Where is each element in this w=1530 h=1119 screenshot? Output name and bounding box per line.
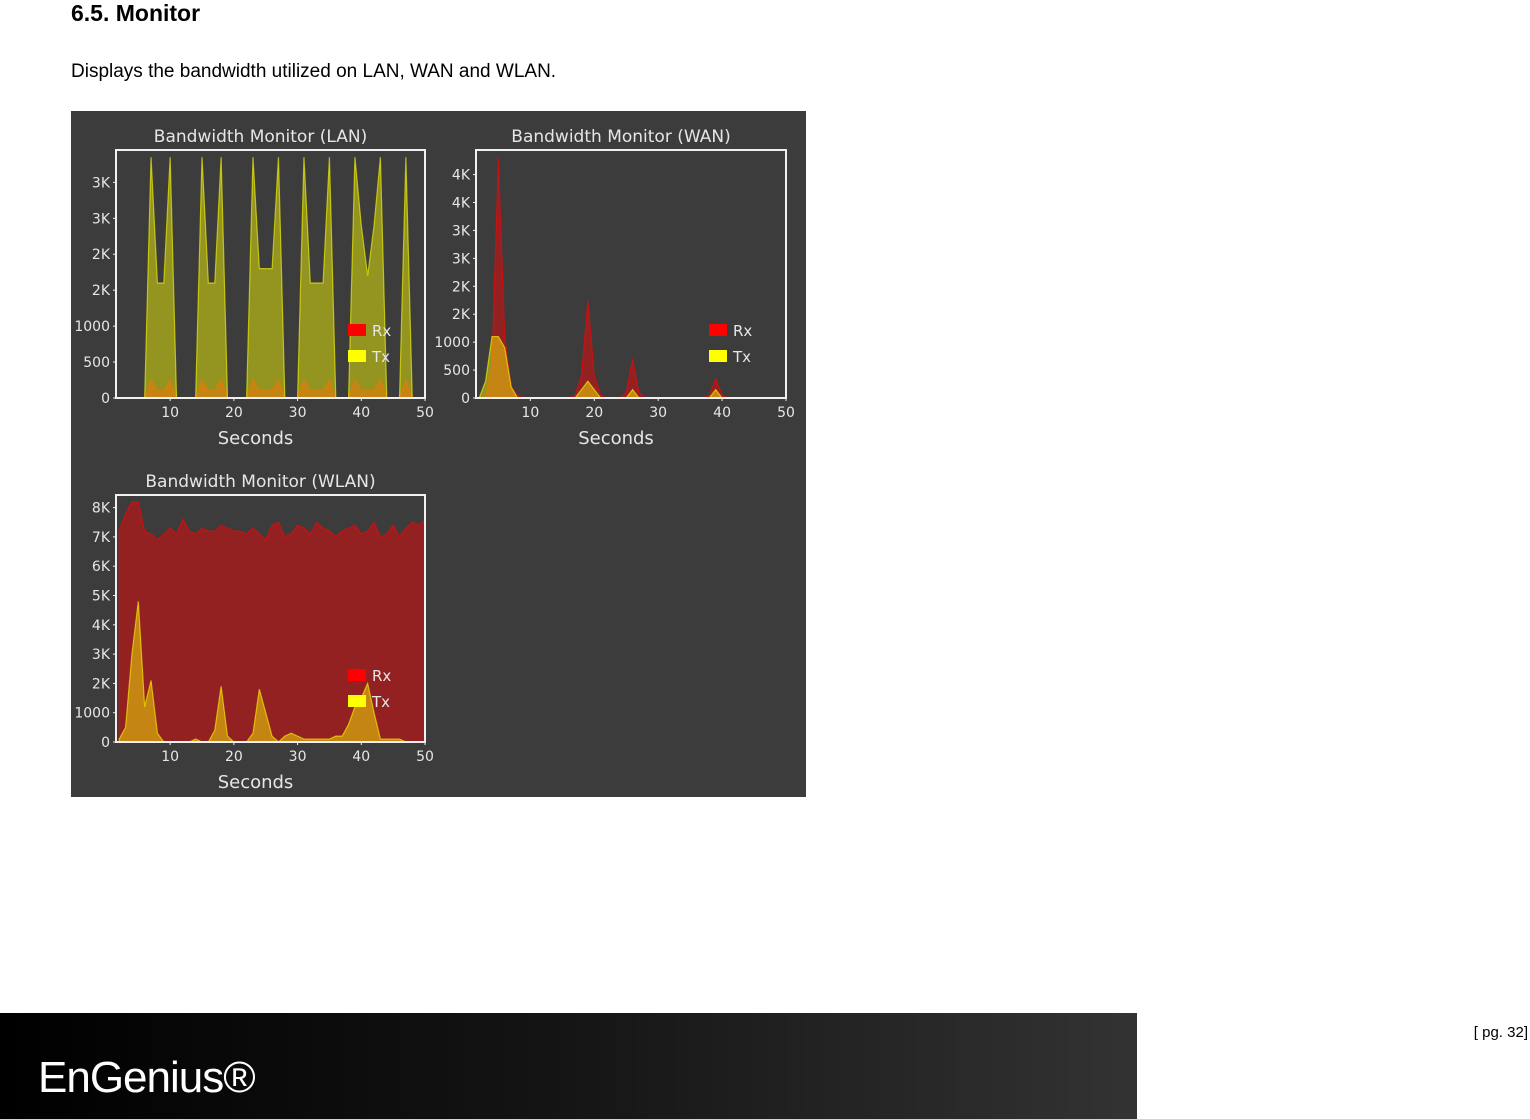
section-text: Displays the bandwidth utilized on LAN, …	[71, 61, 557, 82]
legend-label: Tx	[371, 348, 390, 366]
x-tick-label: 40	[352, 749, 370, 765]
y-tick-label: 6K	[92, 559, 111, 575]
legend-swatch	[709, 324, 727, 336]
x-tick-label: 30	[289, 749, 307, 765]
x-tick-label: 50	[416, 749, 434, 765]
y-tick-label: 3K	[452, 223, 471, 239]
section-title: 6.5. Monitor	[71, 0, 201, 26]
footer-bar: EnGenius®	[0, 1013, 1137, 1119]
x-tick-label: 10	[161, 405, 179, 421]
x-tick-label: 20	[225, 405, 243, 421]
x-tick-label: 50	[416, 405, 434, 421]
legend-swatch	[348, 695, 366, 707]
legend-label: Tx	[371, 693, 390, 711]
area	[118, 501, 426, 743]
chart-title: Bandwidth Monitor (WAN)	[511, 127, 730, 147]
plot-frame	[115, 149, 426, 399]
y-tick-label: 4K	[452, 168, 471, 184]
legend-label: Tx	[732, 348, 751, 366]
y-tick-label: 5K	[92, 588, 111, 604]
x-tick-label: 20	[585, 405, 603, 421]
plot-frame	[475, 149, 787, 399]
legend-label: Rx	[733, 322, 752, 340]
x-tick-label: 40	[352, 405, 370, 421]
y-tick-label: 0	[461, 391, 470, 407]
chart-title: Bandwidth Monitor (WLAN)	[145, 472, 375, 492]
y-tick-label: 2K	[452, 307, 471, 323]
x-tick-label: 10	[521, 405, 539, 421]
y-tick-label: 2K	[92, 247, 111, 263]
x-tick-label: 50	[777, 405, 795, 421]
y-tick-label: 500	[443, 363, 470, 379]
logo: EnGenius®	[38, 1053, 256, 1102]
legend-swatch	[348, 350, 366, 362]
y-tick-label: 3K	[92, 647, 111, 663]
y-tick-label: 2K	[92, 283, 111, 299]
x-tick-label: 10	[161, 749, 179, 765]
y-tick-label: 1000	[74, 319, 110, 335]
x-tick-label: 30	[289, 405, 307, 421]
legend-swatch	[709, 350, 727, 362]
x-axis-label: Seconds	[218, 428, 294, 449]
legend-label: Rx	[372, 322, 391, 340]
area	[119, 157, 425, 399]
monitor-screenshot: Bandwidth Monitor (LAN)Seconds050010002K…	[71, 111, 806, 797]
y-tick-label: 0	[101, 391, 110, 407]
y-tick-label: 500	[83, 355, 110, 371]
legend-swatch	[348, 669, 366, 681]
chart-title: Bandwidth Monitor (LAN)	[154, 127, 367, 147]
plot-frame	[115, 494, 426, 743]
y-tick-label: 2K	[452, 279, 471, 295]
x-axis-label: Seconds	[578, 428, 654, 449]
x-tick-label: 40	[713, 405, 731, 421]
x-tick-label: 20	[225, 749, 243, 765]
y-tick-label: 1000	[434, 335, 470, 351]
legend-swatch	[348, 324, 366, 336]
y-tick-label: 7K	[92, 530, 111, 546]
y-tick-label: 4K	[452, 196, 471, 212]
x-axis-label: Seconds	[218, 772, 294, 793]
y-tick-label: 3K	[92, 211, 111, 227]
x-tick-label: 30	[649, 405, 667, 421]
y-tick-label: 4K	[92, 618, 111, 634]
y-tick-label: 1000	[74, 706, 110, 722]
page-number: [ pg. 32]	[1473, 1024, 1528, 1041]
area	[119, 378, 425, 399]
legend-label: Rx	[372, 667, 391, 685]
y-tick-label: 3K	[452, 251, 471, 267]
screenshot-background	[71, 111, 806, 797]
y-tick-label: 3K	[92, 175, 111, 191]
y-tick-label: 8K	[92, 501, 111, 517]
y-tick-label: 2K	[92, 676, 111, 692]
y-tick-label: 0	[101, 735, 110, 751]
